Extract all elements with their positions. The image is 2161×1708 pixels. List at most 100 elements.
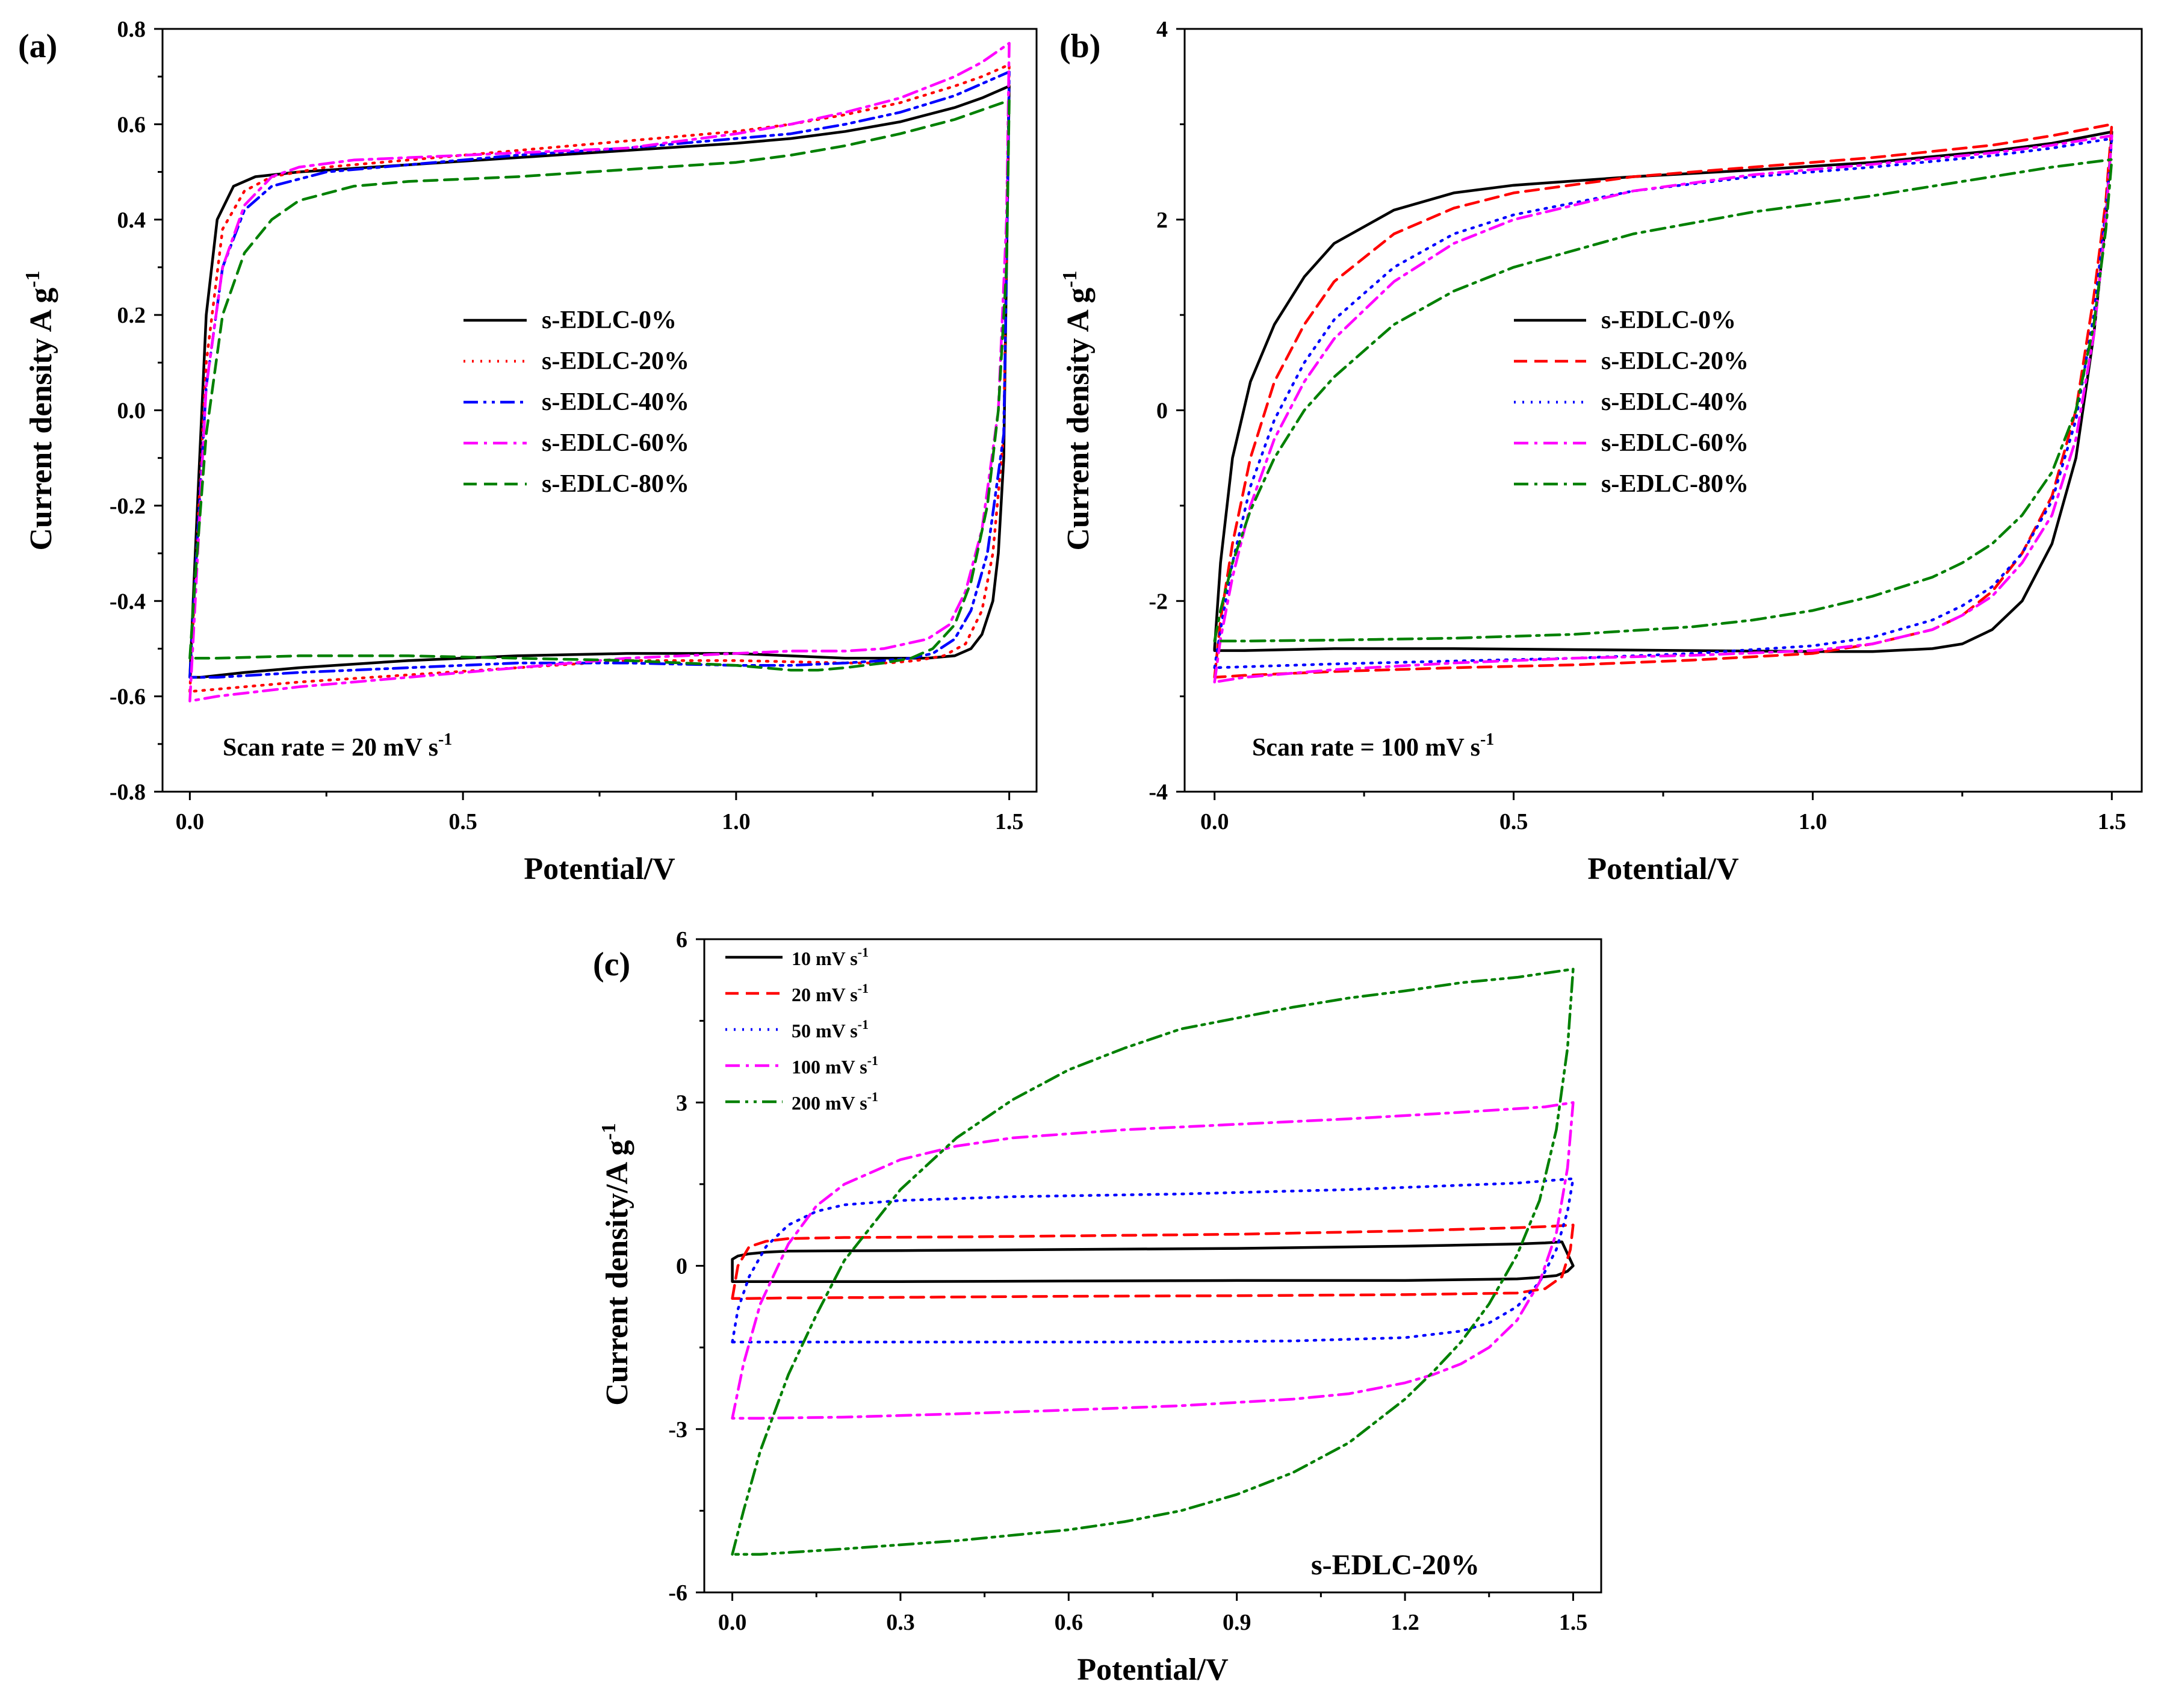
series-line-3 — [188, 42, 1011, 703]
annotation-text: Scan rate = 20 mV s — [223, 734, 438, 762]
legend-label: s-EDLC-20% — [542, 347, 689, 375]
legend-label: s-EDLC-80% — [542, 470, 689, 498]
legend-entry-1: s-EDLC-20% — [1601, 347, 1749, 375]
series-line-1 — [731, 1223, 1575, 1300]
x-tick-label: 1.2 — [1391, 1610, 1419, 1635]
legend-entry-4: s-EDLC-80% — [542, 470, 689, 498]
y-axis-label: Current density A g-1 — [22, 270, 58, 550]
legend-label: s-EDLC-20% — [1601, 347, 1749, 375]
legend-entry-0: s-EDLC-0% — [1601, 306, 1736, 334]
x-tick-label: 0.0 — [718, 1610, 747, 1635]
x-tick-label: 0.5 — [1499, 809, 1528, 834]
y-tick-label: -3 — [668, 1417, 687, 1442]
legend: s-EDLC-0% s-EDLC-20% s-EDLC-40% s-EDLC-60% s… — [1514, 306, 1749, 498]
y-tick-label: 0 — [1156, 399, 1168, 424]
legend-label: 10 mV s — [792, 948, 858, 969]
legend-entry-4: 200 mV s-1 — [792, 1089, 878, 1114]
legend-entry-4: s-EDLC-80% — [1601, 470, 1749, 498]
series-line-4 — [731, 967, 1575, 1556]
y-tick-label: 0.6 — [117, 112, 146, 137]
y-tick-label: 0.2 — [117, 303, 146, 328]
y-tick-label: 0.4 — [117, 208, 146, 233]
annotation: s-EDLC-20% — [1311, 1549, 1480, 1581]
legend-label-sup: -1 — [858, 981, 869, 996]
y-tick-label: 2 — [1156, 208, 1168, 233]
x-tick-label: 0.0 — [1200, 809, 1229, 834]
legend-entry-3: s-EDLC-60% — [542, 429, 689, 457]
series-line-3 — [1213, 134, 2113, 684]
legend-entry-2: 50 mV s-1 — [792, 1017, 869, 1042]
legend-label: s-EDLC-0% — [542, 306, 677, 334]
y-axis-label-sup: -1 — [1059, 270, 1081, 287]
x-axis-label: Potential/V — [524, 852, 675, 886]
y-tick-label: 0.8 — [117, 17, 146, 42]
annotation-sup: -1 — [438, 730, 452, 749]
legend-label: 50 mV s — [792, 1020, 858, 1042]
chart-panel-a: 0.0 0.5 1.0 1.5 -0.8 -0.6 -0.4 -0.2 0.0 0.2 0.4 0.6… — [18, 17, 1038, 886]
annotation-sup: -1 — [1480, 730, 1494, 749]
y-axis-label-sup: -1 — [598, 1123, 620, 1140]
x-tick-label: 0.6 — [1055, 1610, 1084, 1635]
x-tick-label: 0.9 — [1223, 1610, 1251, 1635]
annotation-text: Scan rate = 100 mV s — [1252, 734, 1480, 762]
panel-label: (b) — [1059, 28, 1100, 65]
series-group — [731, 967, 1575, 1556]
legend-label-sup: -1 — [867, 1089, 878, 1104]
legend-label-sup: -1 — [858, 1017, 869, 1032]
y-axis-label-text: Current density/A g — [600, 1140, 634, 1406]
legend-label: s-EDLC-40% — [542, 388, 689, 416]
x-tick-label: 1.0 — [1799, 809, 1828, 834]
series-group — [188, 42, 1011, 703]
chart-panel-b: 0.0 0.5 1.0 1.5 -4 -2 0 2 4 (b) Potential/V Current… — [1059, 17, 2143, 886]
x-tick-label: 0.3 — [886, 1610, 915, 1635]
legend-entry-0: s-EDLC-0% — [542, 306, 677, 334]
legend-label: 20 mV s — [792, 984, 858, 1005]
y-tick-label: -6 — [668, 1580, 687, 1606]
x-axis-label: Potential/V — [1587, 852, 1738, 886]
annotation-text: s-EDLC-20% — [1311, 1549, 1480, 1581]
y-tick-label: 0 — [676, 1254, 687, 1279]
y-tick-label: 3 — [676, 1090, 687, 1116]
series-line-4 — [188, 99, 1011, 672]
y-axis-label-sup: -1 — [22, 270, 44, 287]
y-tick-label: -4 — [1149, 780, 1168, 805]
series-line-1 — [188, 63, 1011, 693]
legend-entry-1: s-EDLC-20% — [542, 347, 689, 375]
y-tick-label: 0.0 — [117, 399, 146, 424]
legend-entry-2: s-EDLC-40% — [1601, 388, 1749, 416]
y-axis-label-text: Current density A g — [1061, 288, 1096, 551]
legend-label: s-EDLC-80% — [1601, 470, 1749, 498]
y-axis-label: Current density/A g-1 — [598, 1123, 634, 1405]
series-line-4 — [1213, 158, 2113, 643]
y-axis-label: Current density A g-1 — [1059, 270, 1096, 550]
x-tick-label: 1.5 — [995, 809, 1024, 834]
y-tick-label: -0.8 — [110, 780, 146, 805]
y-tick-label: -2 — [1149, 589, 1168, 614]
y-tick-label: -0.4 — [110, 589, 146, 614]
annotation: Scan rate = 100 mV s-1 — [1252, 730, 1494, 762]
y-axis-label-text: Current density A g — [24, 288, 58, 551]
y-tick-label: -0.6 — [110, 685, 146, 710]
x-tick-label: 1.0 — [722, 809, 751, 834]
legend-entry-1: 20 mV s-1 — [792, 981, 869, 1005]
legend-label-sup: -1 — [858, 945, 869, 960]
x-tick-label: 1.5 — [2098, 809, 2127, 834]
series-line-3 — [731, 1101, 1575, 1420]
series-line-2 — [731, 1177, 1575, 1344]
annotation: Scan rate = 20 mV s-1 — [223, 730, 452, 762]
legend-label: s-EDLC-60% — [1601, 429, 1749, 457]
legend-entry-2: s-EDLC-40% — [542, 388, 689, 416]
x-tick-label: 0.5 — [448, 809, 477, 834]
legend-entry-0: 10 mV s-1 — [792, 945, 869, 969]
series-group — [1213, 123, 2113, 684]
panel-label: (c) — [593, 946, 630, 983]
y-tick-label: 4 — [1156, 17, 1168, 42]
series-line-1 — [1213, 123, 2113, 679]
legend-label: s-EDLC-0% — [1601, 306, 1736, 334]
legend-entry-3: 100 mV s-1 — [792, 1053, 878, 1078]
legend-label: 200 mV s — [792, 1092, 867, 1114]
legend-label: s-EDLC-40% — [1601, 388, 1749, 416]
legend-entry-3: s-EDLC-60% — [1601, 429, 1749, 457]
